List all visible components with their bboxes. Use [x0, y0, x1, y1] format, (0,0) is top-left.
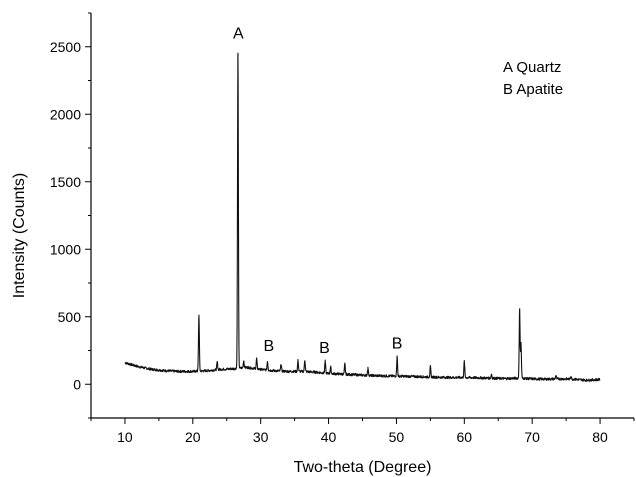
- y-tick-label: 1000: [50, 241, 81, 257]
- y-tick-label: 500: [58, 309, 82, 325]
- x-tick-label: 30: [253, 429, 269, 445]
- y-ticks: 0 500 1000 1500 2000 2500: [50, 12, 91, 419]
- y-axis-title: Intensity (Counts): [11, 173, 28, 298]
- y-tick-label: 1500: [50, 174, 81, 190]
- xrd-pattern-line: [124, 52, 601, 382]
- x-tick-label: 20: [185, 429, 201, 445]
- legend-entry-quartz: A Quartz: [503, 59, 561, 76]
- x-axis-title: Two-theta (Degree): [294, 459, 432, 476]
- peak-label-b: B: [263, 338, 274, 355]
- legend-entry-apatite: B Apatite: [503, 81, 563, 98]
- x-tick-label: 70: [524, 429, 540, 445]
- peak-label-b: B: [319, 340, 330, 357]
- legend: A Quartz B Apatite: [503, 59, 563, 98]
- x-tick-label: 60: [457, 429, 473, 445]
- y-tick-label: 2500: [50, 39, 81, 55]
- peak-label-b: B: [392, 335, 403, 352]
- x-ticks: 10 20 30 40 50 60 70 80: [90, 418, 635, 445]
- x-tick-label: 10: [117, 429, 133, 445]
- y-tick-label: 2000: [50, 106, 81, 122]
- peak-annotations: A B B B: [233, 26, 402, 358]
- peak-label-a: A: [233, 26, 244, 43]
- y-tick-label: 0: [73, 376, 81, 392]
- x-tick-label: 80: [592, 429, 608, 445]
- x-tick-label: 40: [321, 429, 337, 445]
- x-tick-label: 50: [389, 429, 405, 445]
